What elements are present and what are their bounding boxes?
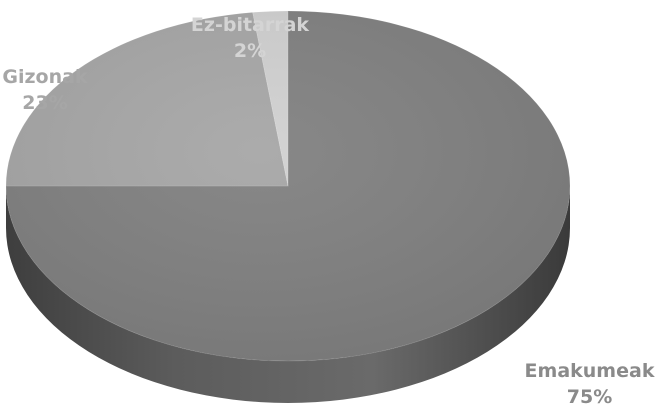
slice-name-ez-bitarrak: Ez-bitarrak xyxy=(190,14,310,36)
slice-value-emakumeak: 75% xyxy=(566,386,613,408)
pie-side-wall xyxy=(6,186,570,403)
pie-top-shading xyxy=(6,11,570,361)
slice-label-emakumeak: Emakumeak 75% xyxy=(524,358,655,410)
slice-value-gizonak: 23% xyxy=(22,92,68,114)
slice-value-ez-bitarrak: 2% xyxy=(233,40,267,62)
slice-label-ez-bitarrak: Ez-bitarrak 2% xyxy=(180,12,320,64)
slice-name-emakumeak: Emakumeak xyxy=(524,360,655,382)
slice-name-gizonak: Gizonak xyxy=(2,66,88,88)
slice-label-gizonak: Gizonak 23% xyxy=(0,64,90,116)
